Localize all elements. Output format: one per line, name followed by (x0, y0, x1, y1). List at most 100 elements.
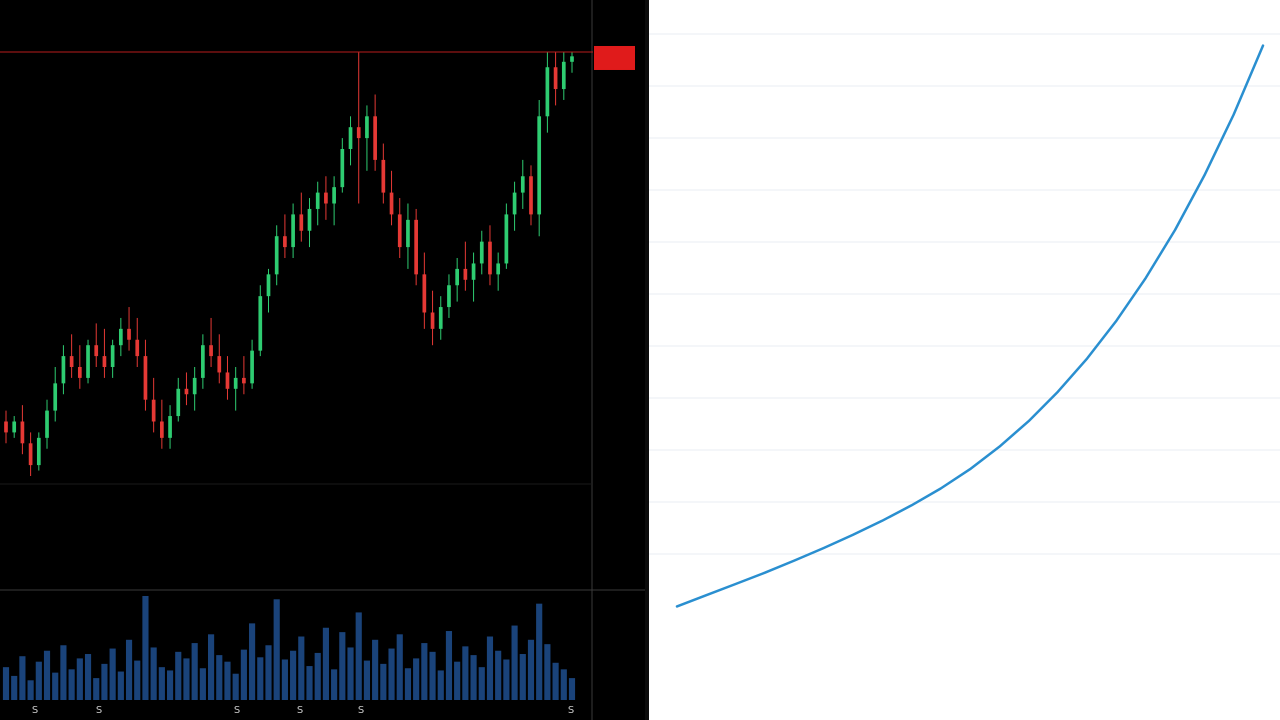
volume-bar (290, 650, 297, 700)
candle[interactable] (553, 51, 558, 106)
volume-bar (27, 680, 34, 700)
candle[interactable] (381, 143, 386, 204)
candle[interactable] (430, 290, 435, 346)
volume-bar (363, 660, 371, 700)
candle[interactable] (86, 339, 90, 384)
candle[interactable] (151, 377, 156, 433)
candle[interactable] (324, 176, 328, 220)
candle[interactable] (201, 334, 205, 389)
volume-bar (429, 651, 436, 700)
candle[interactable] (168, 405, 172, 449)
candle[interactable] (250, 339, 254, 389)
candle-body (201, 345, 205, 378)
candle[interactable] (266, 268, 271, 313)
candle[interactable] (332, 176, 336, 226)
candle[interactable] (373, 94, 377, 171)
candle[interactable] (529, 165, 533, 226)
candle[interactable] (127, 307, 131, 351)
x-tick-label: S (96, 705, 102, 716)
candle[interactable] (118, 317, 123, 357)
price-label-background (594, 45, 635, 70)
candle[interactable] (77, 345, 82, 389)
candle[interactable] (447, 274, 451, 318)
candle[interactable] (242, 356, 246, 395)
candle[interactable] (561, 51, 566, 100)
volume-bar (101, 663, 108, 700)
candle[interactable] (184, 372, 189, 406)
candle[interactable] (217, 334, 222, 384)
candle[interactable] (258, 285, 263, 357)
candle[interactable] (406, 203, 410, 269)
candle[interactable] (143, 339, 148, 411)
candle[interactable] (496, 252, 501, 291)
candle[interactable] (12, 416, 17, 438)
candle[interactable] (28, 432, 33, 476)
candle[interactable] (365, 105, 369, 171)
candle-body (110, 345, 115, 367)
candle[interactable] (422, 252, 427, 329)
candle[interactable] (225, 356, 230, 400)
candle[interactable] (45, 399, 49, 449)
volume-bar (240, 649, 247, 700)
candle[interactable] (545, 51, 550, 133)
candle[interactable] (414, 208, 418, 286)
candle-body (463, 268, 468, 280)
candle[interactable] (69, 334, 74, 378)
candle[interactable] (291, 203, 295, 259)
candle-body (266, 274, 271, 297)
volume-bar (175, 651, 182, 700)
curve-chart[interactable] (649, 0, 1280, 720)
candle[interactable] (438, 296, 443, 340)
candle[interactable] (471, 252, 476, 302)
candle[interactable] (61, 345, 66, 395)
candle[interactable] (348, 116, 353, 166)
candle[interactable] (356, 51, 361, 204)
volume-bar (2, 667, 10, 700)
candle[interactable] (488, 225, 492, 286)
candle-body (488, 241, 492, 275)
candle[interactable] (160, 399, 164, 449)
candle[interactable] (94, 323, 99, 367)
candle[interactable] (110, 339, 115, 378)
candle[interactable] (455, 258, 460, 302)
candle[interactable] (315, 181, 320, 226)
candle[interactable] (53, 367, 58, 422)
candle-body (86, 345, 90, 378)
candle-body (184, 388, 189, 395)
candle[interactable] (479, 230, 484, 275)
candle[interactable] (192, 367, 197, 411)
candle[interactable] (520, 159, 525, 209)
series-line[interactable] (675, 44, 1265, 608)
candle[interactable] (4, 410, 8, 444)
candle[interactable] (283, 214, 287, 258)
volume-bar (486, 636, 494, 700)
candle[interactable] (463, 241, 468, 291)
candle[interactable] (20, 405, 25, 455)
candle[interactable] (504, 203, 509, 269)
candle[interactable] (36, 432, 41, 471)
candle[interactable] (176, 377, 181, 422)
candle[interactable] (340, 138, 345, 193)
volume-bar (257, 657, 264, 700)
candle[interactable] (233, 367, 238, 411)
candle[interactable] (209, 317, 213, 367)
candle-body (135, 339, 140, 357)
candle[interactable] (389, 170, 394, 226)
volume-bar (445, 631, 453, 700)
candle[interactable] (274, 225, 279, 286)
candle-body (504, 214, 509, 264)
candle[interactable] (537, 99, 542, 237)
candle-body (422, 274, 427, 313)
candle[interactable] (570, 51, 574, 73)
candle-body (332, 187, 336, 204)
candle[interactable] (135, 317, 140, 367)
candle[interactable] (397, 198, 402, 258)
candle-body (4, 421, 8, 433)
candle-body (53, 383, 58, 411)
candle[interactable] (102, 328, 107, 378)
candle[interactable] (512, 181, 517, 231)
volume-bar (511, 625, 518, 700)
candle[interactable] (307, 198, 312, 248)
candle[interactable] (299, 192, 304, 242)
